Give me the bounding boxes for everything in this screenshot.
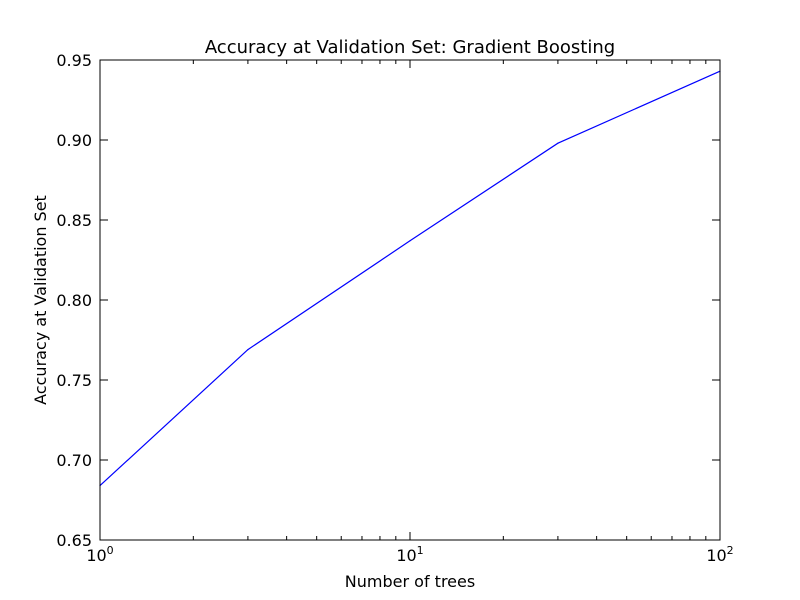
y-tick-label: 0.95 — [56, 51, 92, 70]
y-axis-label: Accuracy at Validation Set — [31, 195, 50, 405]
x-tick-label: 100 — [86, 544, 113, 565]
y-tick-label: 0.70 — [56, 451, 92, 470]
x-tick-label: 101 — [396, 544, 423, 565]
x-tick-label: 102 — [706, 544, 733, 565]
x-axis-label: Number of trees — [345, 572, 475, 591]
y-tick-label: 0.75 — [56, 371, 92, 390]
plot-area-frame — [99, 59, 721, 541]
y-tick-label: 0.90 — [56, 131, 92, 150]
x-minor-ticks — [192, 60, 707, 540]
data-point — [409, 240, 411, 242]
data-point — [247, 349, 249, 351]
data-point — [557, 142, 559, 144]
chart-title: Accuracy at Validation Set: Gradient Boo… — [205, 37, 615, 58]
y-tick-label: 0.65 — [56, 531, 92, 550]
y-tick-label: 0.80 — [56, 291, 92, 310]
tick-labels: 0.65 0.70 0.75 0.80 0.85 0.90 0.95 100 101 102 — [56, 51, 733, 565]
y-tick-label: 0.85 — [56, 211, 92, 230]
